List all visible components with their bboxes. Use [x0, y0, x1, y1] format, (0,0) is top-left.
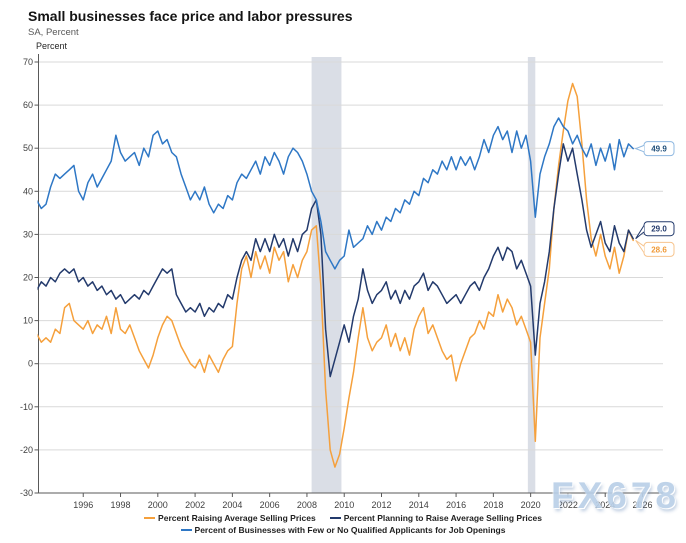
x-tick-label: 2016	[446, 500, 466, 510]
chart-subtitle: SA, Percent	[28, 27, 79, 38]
y-axis-unit-label: Percent	[36, 41, 68, 51]
series-line-raising	[37, 82, 634, 468]
x-tick-label: 2012	[371, 500, 391, 510]
x-tick-label: 2008	[297, 500, 317, 510]
y-tick-label: 50	[23, 143, 33, 153]
x-tick-label: 2000	[148, 500, 168, 510]
x-tick-label: 2002	[185, 500, 205, 510]
series-line-planning	[37, 143, 634, 378]
legend-item-raising: Percent Raising Average Selling Prices	[144, 513, 316, 523]
y-tick-label: -20	[20, 445, 33, 455]
y-tick-label: 10	[23, 316, 33, 326]
x-tick-label: 2022	[558, 500, 578, 510]
end-label-value: 28.6	[651, 245, 667, 254]
legend-item-applicants: Percent of Businesses with Few or No Qua…	[180, 525, 506, 535]
y-tick-label: 0	[28, 359, 33, 369]
x-tick-label: 2026	[632, 500, 652, 510]
recession-band	[527, 57, 536, 493]
legend-line-icon	[329, 517, 341, 519]
x-tick-label: 1996	[73, 500, 93, 510]
y-tick-label: 20	[23, 273, 33, 283]
legend-item-planning: Percent Planning to Raise Average Sellin…	[329, 513, 542, 523]
legend: Percent Raising Average Selling Prices Pe…	[0, 513, 686, 537]
x-tick-label: 2024	[595, 500, 615, 510]
y-tick-label: 40	[23, 186, 33, 196]
end-label-value: 29.0	[651, 225, 667, 234]
legend-row: Percent Raising Average Selling Prices Pe…	[0, 513, 686, 523]
end-label-value: 49.9	[651, 145, 667, 154]
end-label-pointer	[634, 144, 645, 153]
x-tick-label: 2010	[334, 500, 354, 510]
end-label-pointer	[635, 225, 645, 240]
x-tick-label: 2006	[260, 500, 280, 510]
watermark: FX678	[551, 475, 681, 516]
legend-line-icon	[144, 517, 156, 519]
end-label-pointer	[635, 239, 645, 253]
x-tick-label: 2020	[521, 500, 541, 510]
x-tick-label: 1998	[111, 500, 131, 510]
chart-title: Small businesses face price and labor pr…	[28, 8, 353, 24]
y-tick-label: 70	[23, 57, 33, 67]
legend-row: Percent of Businesses with Few or No Qua…	[0, 525, 686, 535]
legend-label: Percent Raising Average Selling Prices	[158, 513, 316, 523]
legend-label: Percent Planning to Raise Average Sellin…	[343, 513, 542, 523]
y-tick-label: -10	[20, 402, 33, 412]
x-tick-label: 2018	[483, 500, 503, 510]
legend-line-icon	[180, 529, 192, 531]
series-line-applicants	[37, 117, 634, 270]
y-tick-label: -30	[20, 488, 33, 498]
recession-band	[311, 57, 342, 493]
y-tick-label: 30	[23, 229, 33, 239]
legend-label: Percent of Businesses with Few or No Qua…	[194, 525, 506, 535]
y-tick-label: 60	[23, 100, 33, 110]
x-tick-label: 2014	[409, 500, 429, 510]
x-tick-label: 2004	[222, 500, 242, 510]
